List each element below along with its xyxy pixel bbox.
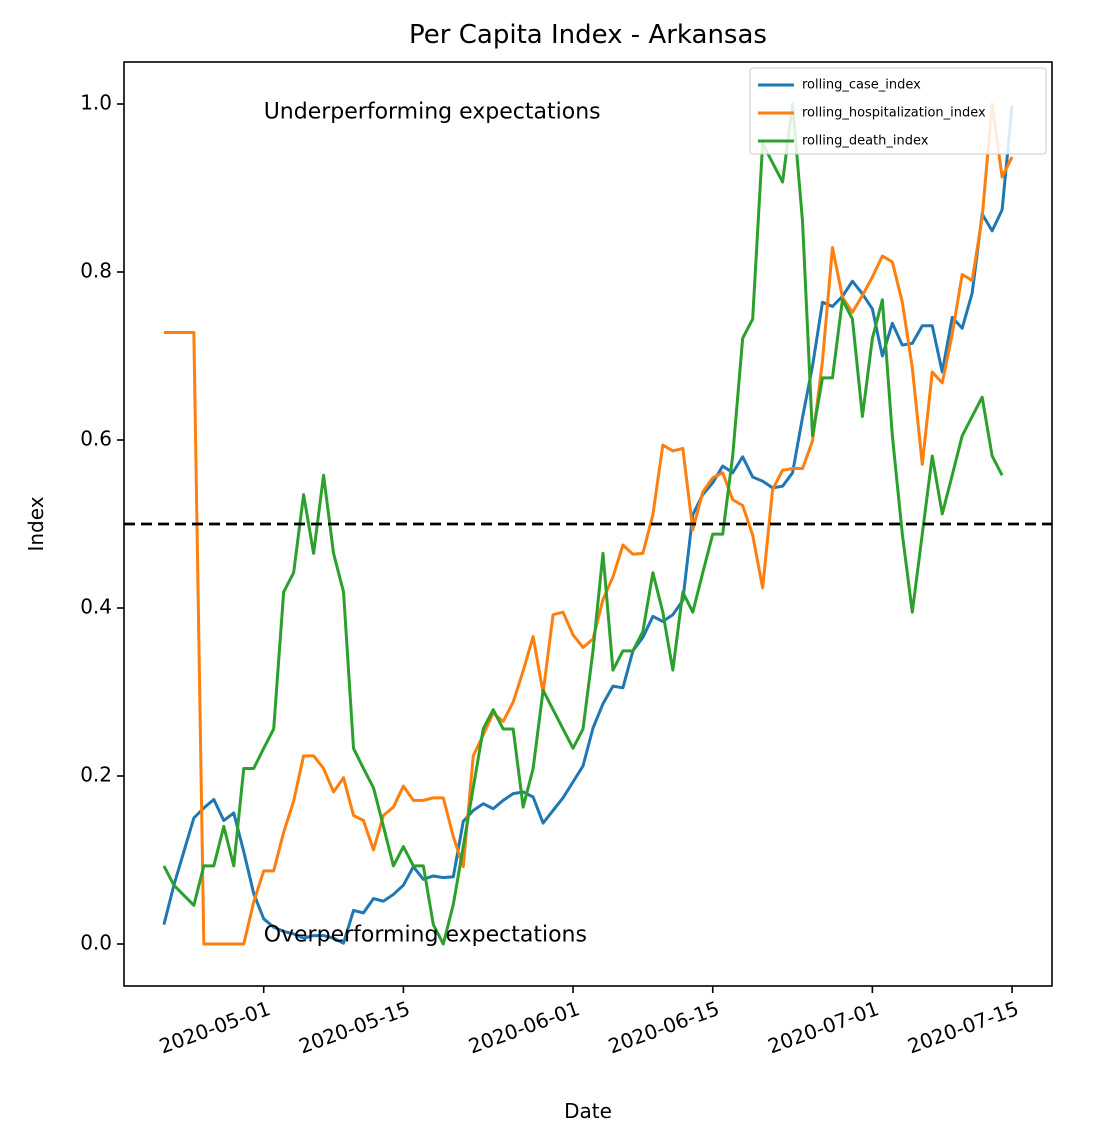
- legend: rolling_case_index rolling_hospitalizatio…: [749, 67, 1047, 155]
- y-tick-label: 0.2: [80, 763, 112, 787]
- legend-frame: [749, 67, 1047, 155]
- legend-label-rolling_hospitalization_index: rolling_hospitalization_index: [802, 106, 986, 121]
- y-tick-label: 0.6: [80, 427, 112, 451]
- y-tick-label: 0.0: [80, 931, 112, 955]
- legend-label-rolling_death_index: rolling_death_index: [802, 134, 929, 149]
- series-line-rolling_hospitalization_index: [163, 102, 1014, 946]
- series-line-rolling_case_index: [162, 105, 1014, 945]
- y-tick-label: 0.8: [80, 259, 112, 283]
- annotation-1: Overperforming expectations: [264, 923, 587, 948]
- annotation-0: Underperforming expectations: [264, 99, 601, 124]
- series-line-rolling_death_index: [162, 102, 1004, 946]
- chart-title: Per Capita Index - Arkansas: [409, 20, 767, 50]
- y-tick-label: 0.4: [80, 595, 112, 619]
- x-axis-title: Date: [564, 1099, 612, 1123]
- axes-frame: [123, 61, 1053, 987]
- y-axis-title: Index: [24, 496, 48, 551]
- y-tick-label: 1.0: [80, 91, 112, 115]
- legend-label-rolling_case_index: rolling_case_index: [802, 78, 921, 93]
